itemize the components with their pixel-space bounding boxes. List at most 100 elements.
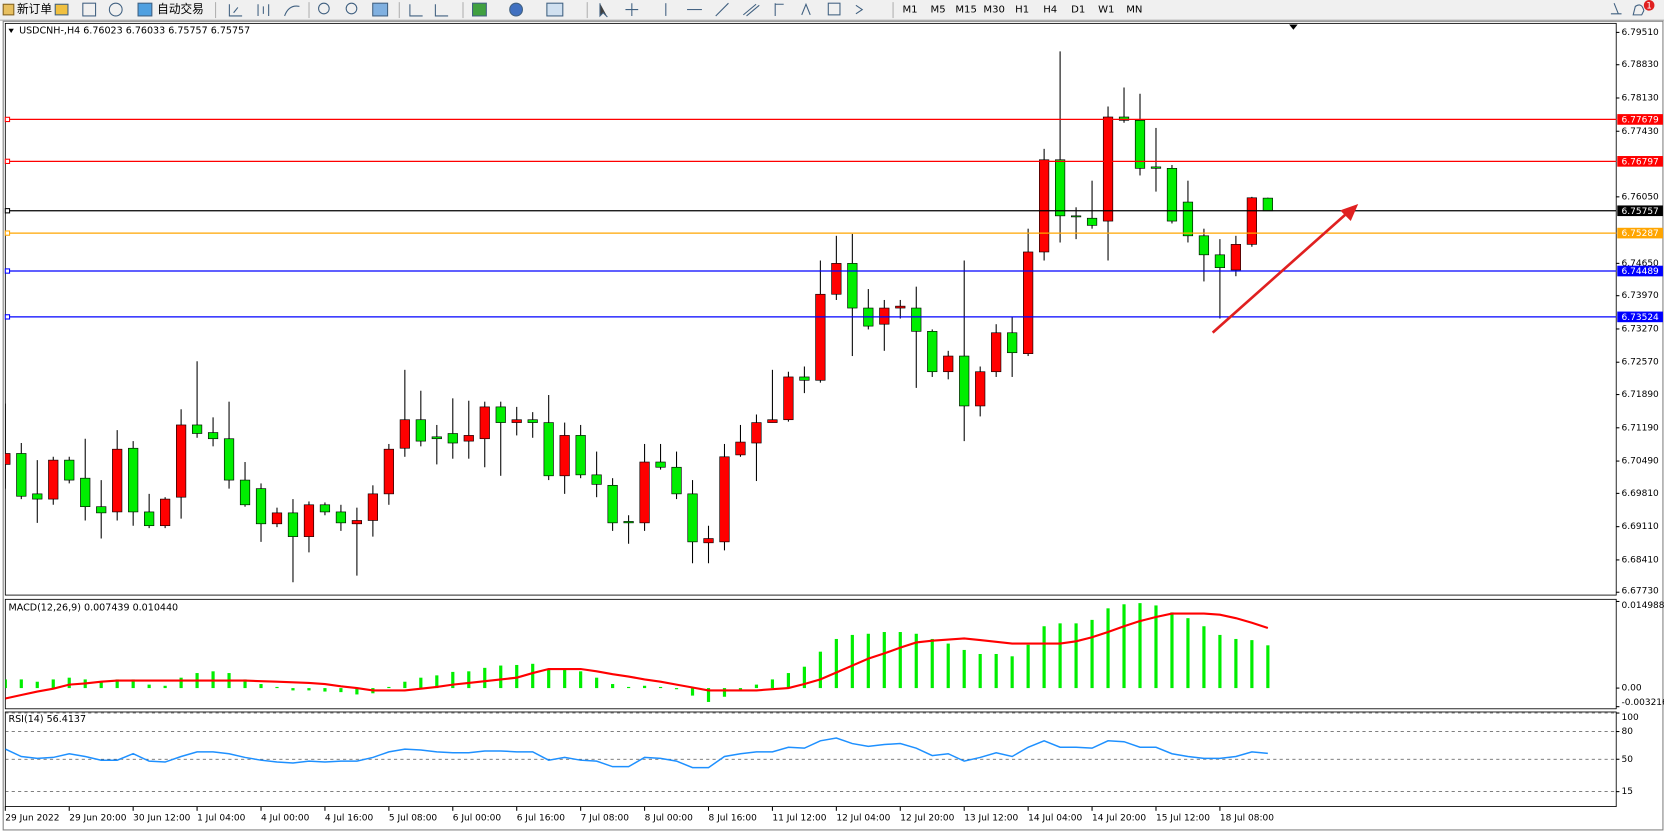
icon[interactable] [1632,4,1645,16]
y-tick-label: 6.72570 [1622,358,1660,368]
histogram-bar [595,677,599,689]
icon[interactable] [318,2,330,15]
price-level-label: 6.75287 [1622,229,1659,239]
histogram-bar [722,688,727,697]
icon[interactable] [774,3,784,16]
x-tick-label: 12 Jul 20:00 [900,814,954,824]
icon[interactable] [137,2,153,17]
chart-window [2,20,1664,831]
icon[interactable] [228,4,243,17]
timeframe-button[interactable]: MN [1126,5,1142,16]
icon[interactable] [715,2,729,17]
x-tick-label: 1 Jul 04:00 [197,814,246,824]
icon[interactable] [257,4,270,16]
icon[interactable] [54,3,69,16]
icon[interactable] [345,2,358,15]
histogram-bar [738,688,743,691]
x-tick-label: 8 Jul 00:00 [645,814,694,824]
panel-title: MACD(12,26,9) 0.007439 0.010440 [8,602,178,613]
icon[interactable] [855,4,864,15]
y-tick-label: 6.67730 [1622,586,1660,596]
candle-body [719,456,730,543]
timeframe-button[interactable]: H1 [1015,5,1029,16]
x-tick-label: 14 Jul 04:00 [1028,814,1082,824]
candle-body [335,511,347,524]
icon[interactable] [434,4,449,17]
new-order-button[interactable]: 新订单 [17,2,52,16]
candle-body [415,419,426,442]
icon[interactable] [82,2,97,17]
icon[interactable] [1610,2,1622,15]
histogram-bar [1042,626,1046,689]
candle-body [1166,168,1178,222]
histogram-bar [387,686,391,689]
price-level-label: 6.74489 [1622,267,1660,277]
candle-body [1262,197,1273,212]
x-tick-label: 14 Jul 20:00 [1092,814,1146,824]
notification-badge[interactable] [1643,0,1655,11]
histogram-bar [115,679,119,689]
histogram-bar [467,671,471,689]
histogram-bar [1138,603,1142,689]
candle-body [911,307,922,332]
new-order-icon[interactable] [2,3,15,16]
y-tick-label: -0.003216 [1622,698,1664,708]
price-level-handle[interactable] [4,208,11,214]
candle-body [959,355,970,407]
icon[interactable] [284,5,300,17]
icon[interactable] [409,4,423,17]
timeframe-button[interactable]: M1 [902,5,917,16]
timeframe-button[interactable]: D1 [1071,5,1085,16]
auto-trading-button[interactable]: 自动交易 [157,2,204,16]
price-level-handle[interactable] [4,158,11,164]
histogram-bar [754,684,759,689]
candle-body [64,459,75,481]
price-level-handle[interactable] [4,230,11,236]
histogram-bar [690,688,695,696]
icon[interactable] [472,2,487,17]
timeframe-button[interactable]: W1 [1098,5,1114,16]
icon[interactable] [625,3,639,16]
x-tick-label: 11 Jul 12:00 [772,814,826,824]
price-level-tag [1617,227,1663,239]
price-level-handle[interactable] [4,268,11,274]
icon[interactable] [801,2,811,16]
y-tick-label: 0.014988 [1622,601,1664,611]
timeframe-button[interactable]: M5 [931,5,946,16]
price-level-handle[interactable] [4,116,11,123]
candle-body [543,422,554,477]
candle-body [591,474,602,485]
price-level-tag [1617,311,1663,323]
icon[interactable] [742,3,760,17]
candle-body [767,419,778,423]
candle-body [479,406,490,440]
candle-body [1007,332,1018,354]
arrow-shaft [1211,212,1348,334]
price-level-tag [1617,265,1663,277]
histogram-bar [1026,644,1030,689]
histogram-bar [483,667,487,689]
candle-body [80,477,91,508]
price-level-label: 6.76797 [1622,157,1659,167]
histogram-bar [1122,604,1126,689]
price-level-label: 6.73524 [1622,313,1660,323]
histogram-bar [51,679,55,689]
icon[interactable] [827,2,841,16]
icon[interactable] [108,2,123,17]
icon[interactable] [509,2,523,17]
icon[interactable] [599,3,608,18]
chart-shift-marker [1289,24,1298,30]
timeframe-button[interactable]: H4 [1043,5,1057,16]
icon[interactable] [372,2,389,17]
histogram-bar [1058,623,1062,689]
candle-body [559,435,570,477]
timeframe-button[interactable]: M15 [955,5,977,16]
icon[interactable] [546,2,564,17]
timeframe-button[interactable]: M30 [983,5,1005,16]
histogram-bar [802,666,806,689]
candle-body [671,466,682,495]
price-level-handle[interactable] [4,314,11,320]
y-tick-label: 50 [1622,755,1634,765]
histogram-bar [786,673,791,689]
histogram-bar [866,633,870,689]
